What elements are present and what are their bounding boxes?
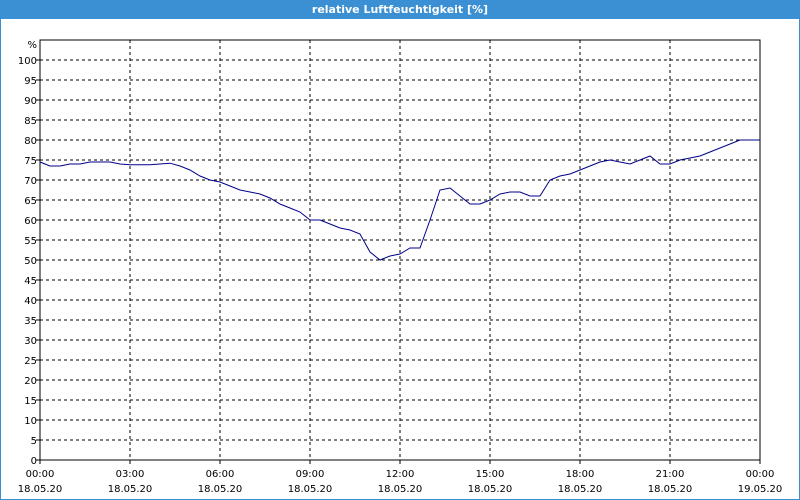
x-tick-date-label: 18.05.20 bbox=[468, 484, 513, 495]
series-line bbox=[39, 139, 760, 261]
y-tick-label: 25 bbox=[24, 356, 37, 367]
x-axis: 00:00 18.05.20 03:00 18.05.20 06:00 18.05.20 0… bbox=[18, 460, 783, 495]
y-tick-label: 90 bbox=[24, 96, 37, 107]
y-tick-label: 70 bbox=[24, 176, 37, 187]
y-tick-label: 60 bbox=[24, 216, 37, 227]
y-tick-label: 50 bbox=[24, 256, 37, 267]
y-tick-label: 65 bbox=[24, 196, 37, 207]
y-axis-label: % bbox=[27, 40, 37, 51]
y-tick-label: 40 bbox=[24, 296, 37, 307]
x-tick-date-label: 19.05.20 bbox=[738, 484, 783, 495]
y-axis: 0 5 10 15 20 25 30 35 40 45 50 55 60 65 70 75 80 85 90 95 10… bbox=[18, 56, 40, 467]
x-tick-time-label: 15:00 bbox=[476, 469, 505, 480]
x-tick-date-label: 18.05.20 bbox=[288, 484, 333, 495]
x-tick-date-label: 18.05.20 bbox=[198, 484, 243, 495]
x-tick-date-label: 18.05.20 bbox=[648, 484, 693, 495]
x-tick-date-label: 18.05.20 bbox=[378, 484, 423, 495]
y-tick-label: 35 bbox=[24, 316, 37, 327]
window-title: relative Luftfeuchtigkeit [%] bbox=[1, 1, 799, 19]
y-tick-label: 45 bbox=[24, 276, 37, 287]
y-tick-label: 55 bbox=[24, 236, 37, 247]
y-tick-label: 15 bbox=[24, 396, 37, 407]
x-tick-time-label: 12:00 bbox=[386, 469, 415, 480]
x-tick-date-label: 18.05.20 bbox=[558, 484, 603, 495]
y-tick-label: 80 bbox=[24, 136, 37, 147]
x-tick-date-label: 18.05.20 bbox=[108, 484, 153, 495]
x-tick-time-label: 03:00 bbox=[116, 469, 145, 480]
x-tick-time-label: 06:00 bbox=[206, 469, 235, 480]
y-tick-label: 100 bbox=[18, 56, 37, 67]
x-tick-time-label: 00:00 bbox=[26, 469, 55, 480]
y-tick-label: 95 bbox=[24, 76, 37, 87]
y-tick-label: 10 bbox=[24, 416, 37, 427]
x-tick-time-label: 18:00 bbox=[566, 469, 595, 480]
x-tick-date-label: 18.05.20 bbox=[18, 484, 63, 495]
x-tick-time-label: 21:00 bbox=[656, 469, 685, 480]
y-tick-label: 30 bbox=[24, 336, 37, 347]
y-tick-label: 20 bbox=[24, 376, 37, 387]
y-tick-label: 0 bbox=[31, 456, 37, 467]
x-tick-time-label: 09:00 bbox=[296, 469, 325, 480]
grid-lines bbox=[40, 40, 760, 460]
y-tick-label: 5 bbox=[31, 436, 37, 447]
x-tick-time-label: 00:00 bbox=[746, 469, 775, 480]
y-tick-label: 75 bbox=[24, 156, 37, 167]
y-tick-label: 85 bbox=[24, 116, 37, 127]
